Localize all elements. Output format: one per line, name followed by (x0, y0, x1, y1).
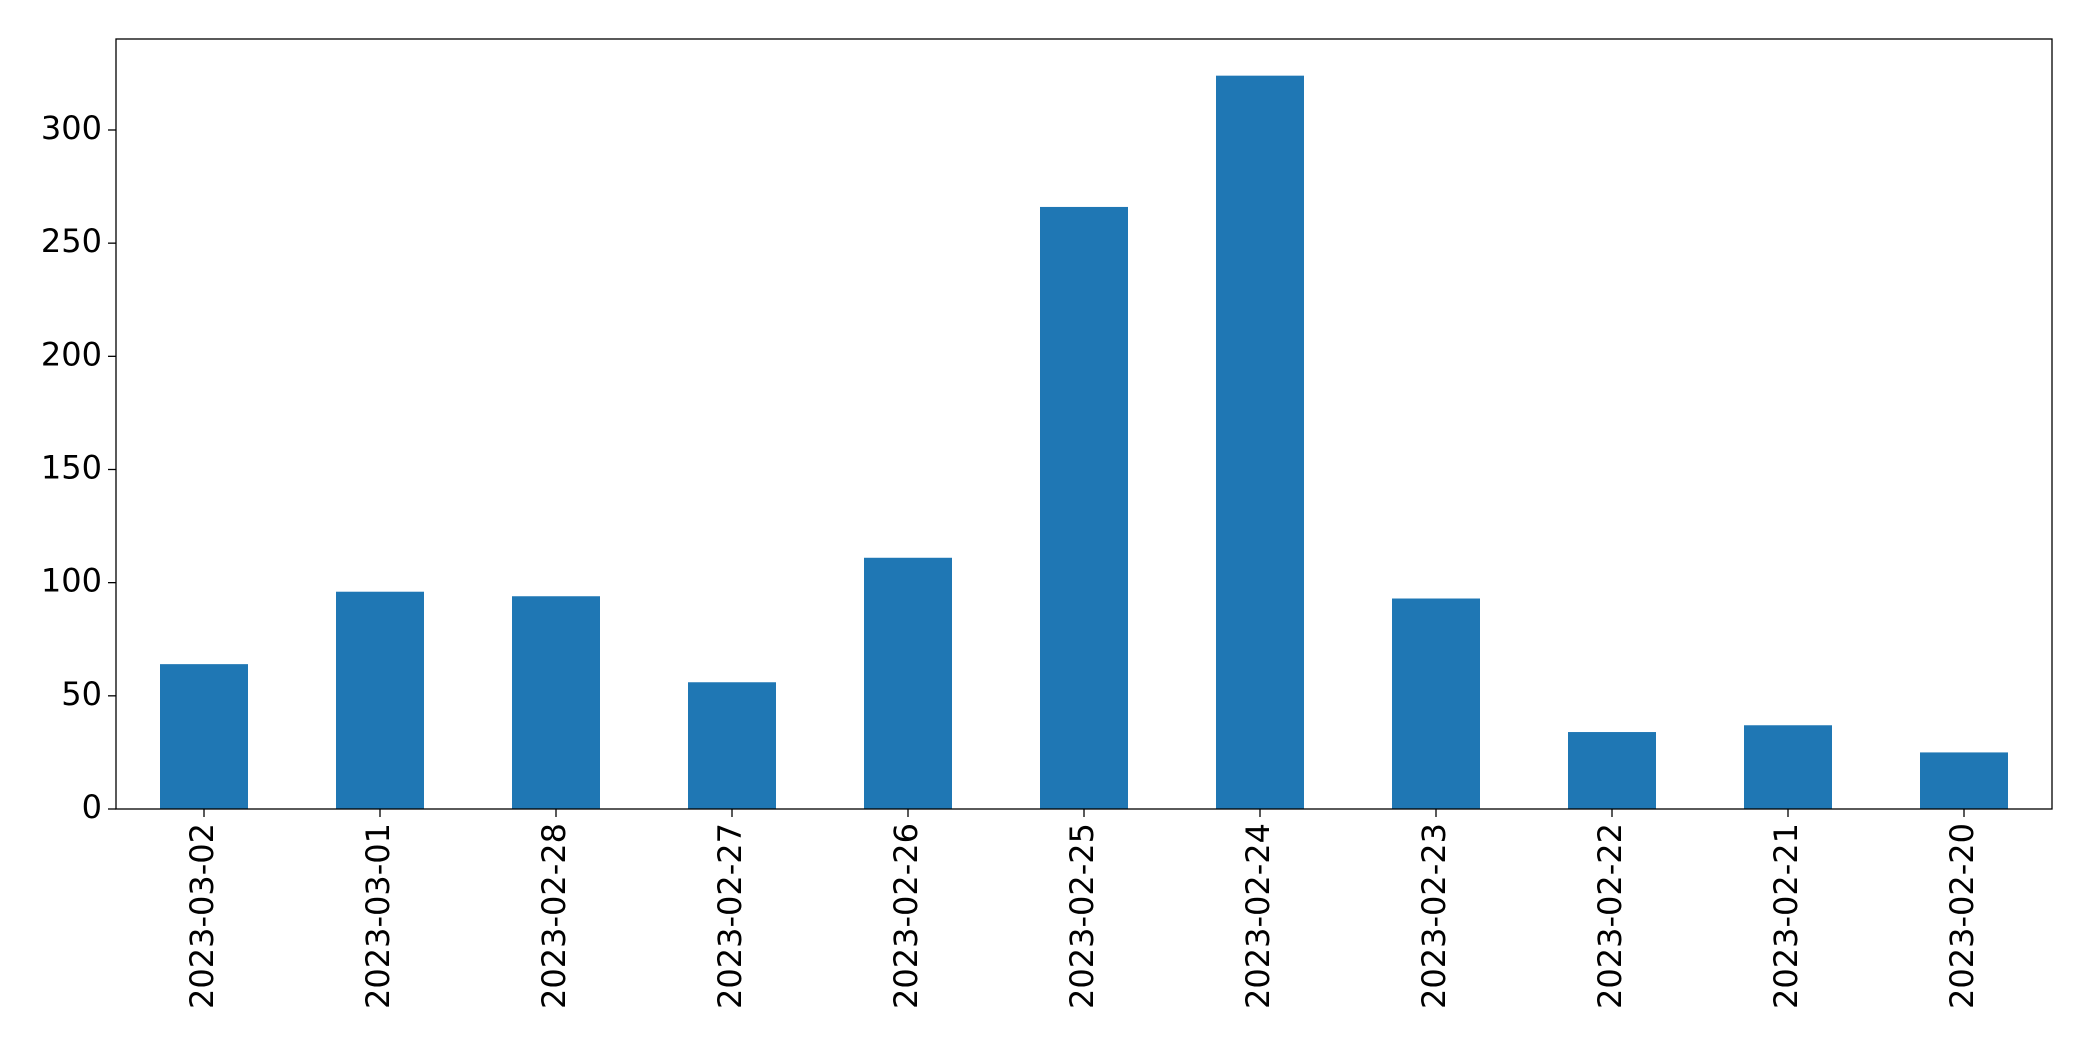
bar (1392, 598, 1480, 809)
y-tick-label: 50 (61, 675, 102, 713)
bar (1744, 725, 1832, 809)
x-tick-label: 2023-02-26 (887, 823, 925, 1009)
x-tick-label: 2023-02-22 (1591, 823, 1629, 1009)
x-tick-label: 2023-02-20 (1943, 823, 1981, 1009)
y-tick-label: 150 (41, 448, 102, 486)
axes-frame (115, 38, 2053, 810)
x-tick-label: 2023-02-21 (1767, 823, 1805, 1009)
y-tick-label: 300 (41, 109, 102, 147)
y-tick-label: 250 (41, 222, 102, 260)
x-tick-label: 2023-02-27 (711, 823, 749, 1009)
bar (1920, 752, 2008, 809)
bar (688, 682, 776, 809)
bar (160, 664, 248, 809)
x-tick-label: 2023-03-01 (359, 823, 397, 1009)
bar (864, 557, 952, 809)
y-tick-label: 200 (41, 335, 102, 373)
bar (1040, 206, 1128, 809)
x-tick-label: 2023-03-02 (183, 823, 221, 1009)
y-tick-label: 100 (41, 562, 102, 600)
bar (1216, 75, 1304, 809)
bar (1568, 732, 1656, 809)
x-tick-label: 2023-02-25 (1063, 823, 1101, 1009)
x-tick-label: 2023-02-23 (1415, 823, 1453, 1009)
bar (512, 596, 600, 809)
y-tick-label: 0 (82, 788, 102, 826)
bar (336, 591, 424, 809)
x-tick-label: 2023-02-24 (1239, 823, 1277, 1009)
x-tick-label: 2023-02-28 (535, 823, 573, 1009)
